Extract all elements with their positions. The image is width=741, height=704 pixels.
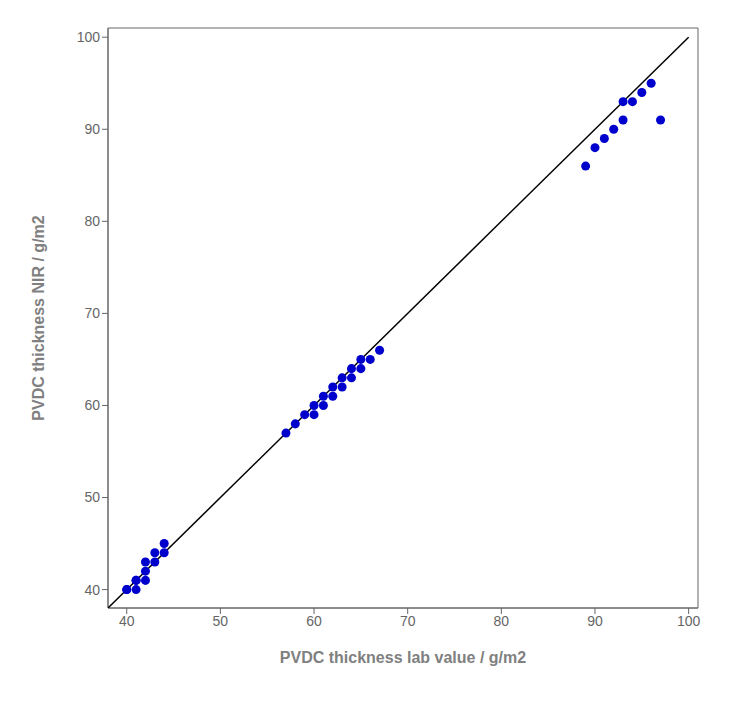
svg-text:80: 80 bbox=[84, 213, 100, 229]
svg-text:50: 50 bbox=[213, 613, 229, 629]
svg-text:100: 100 bbox=[77, 29, 101, 45]
svg-text:80: 80 bbox=[494, 613, 510, 629]
svg-text:60: 60 bbox=[306, 613, 322, 629]
svg-text:PVDC thickness lab value / g/m: PVDC thickness lab value / g/m2 bbox=[280, 649, 526, 666]
svg-text:90: 90 bbox=[84, 121, 100, 137]
svg-text:100: 100 bbox=[677, 613, 701, 629]
svg-text:70: 70 bbox=[84, 305, 100, 321]
svg-text:90: 90 bbox=[587, 613, 603, 629]
svg-text:40: 40 bbox=[84, 582, 100, 598]
svg-text:PVDC thickness NIR / g/m2: PVDC thickness NIR / g/m2 bbox=[30, 215, 47, 420]
svg-text:40: 40 bbox=[119, 613, 135, 629]
svg-text:70: 70 bbox=[400, 613, 416, 629]
svg-text:50: 50 bbox=[84, 489, 100, 505]
svg-text:60: 60 bbox=[84, 397, 100, 413]
